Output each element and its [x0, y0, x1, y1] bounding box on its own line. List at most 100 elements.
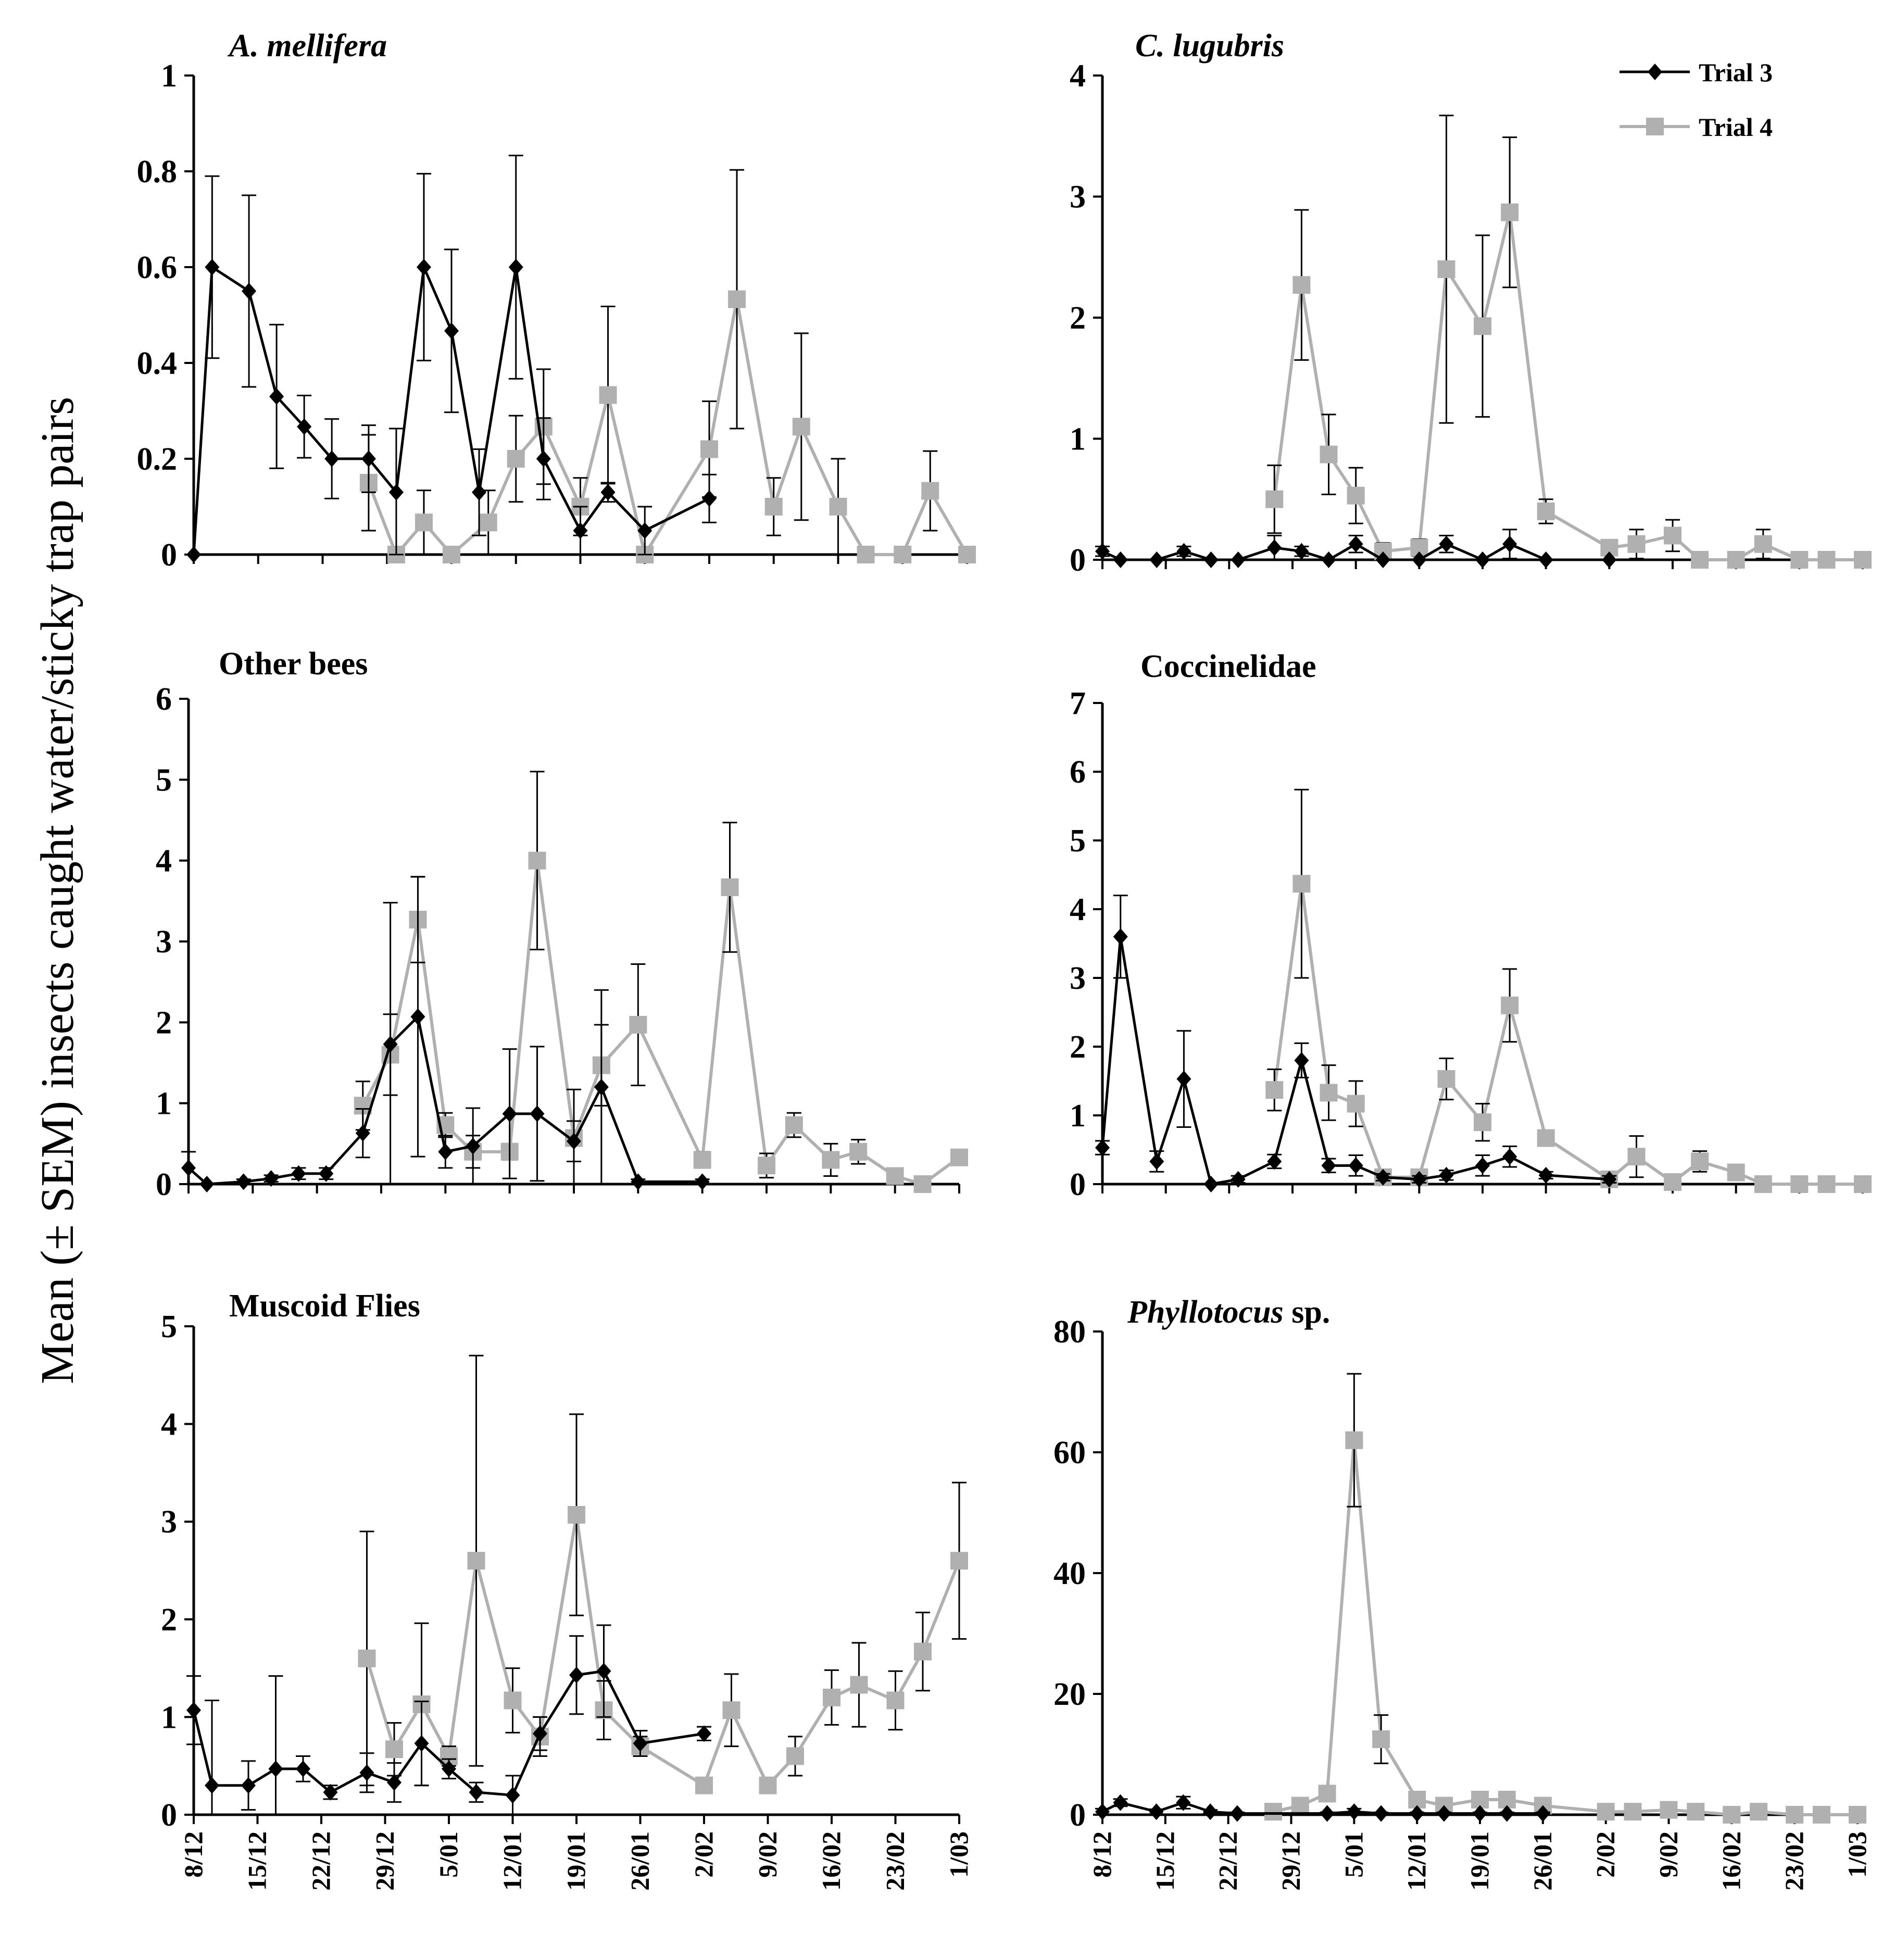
x-tick-label: 9/02	[753, 1831, 782, 1878]
x-tick-label: 29/12	[1276, 1831, 1306, 1891]
y-tick-label: 2	[1070, 300, 1086, 336]
data-point-square	[1817, 551, 1836, 569]
data-point-diamond	[469, 1783, 484, 1801]
data-point-square	[829, 498, 847, 516]
data-point-diamond	[533, 1725, 547, 1742]
series-line	[1273, 1440, 1858, 1817]
data-point-diamond	[1538, 551, 1553, 568]
data-point-diamond	[530, 1105, 545, 1122]
data-point-diamond	[383, 1036, 398, 1053]
data-point-square	[857, 546, 875, 563]
y-tick-label: 0	[161, 1798, 177, 1833]
data-point-diamond	[1321, 551, 1336, 568]
data-point-diamond	[1502, 1148, 1517, 1165]
data-point-square	[958, 546, 976, 563]
data-point-square	[1347, 486, 1365, 505]
data-point-diamond	[1410, 1805, 1425, 1822]
panel-5: 0 1 2 3 4 5 8/12 15/12 22/12 29/12 5/01 12/01 19/01 2…	[161, 1288, 973, 1891]
data-point-square	[1664, 526, 1681, 545]
data-point-square	[1790, 551, 1809, 569]
data-point-diamond	[1176, 1794, 1191, 1811]
data-point-square	[1265, 1081, 1284, 1099]
y-tick-label: 0.2	[137, 442, 178, 477]
data-point-diamond	[1475, 1157, 1490, 1174]
data-point-square	[1537, 502, 1555, 520]
data-point-diamond	[1294, 543, 1309, 560]
data-point-diamond	[1229, 1805, 1245, 1822]
data-point-square	[1318, 1785, 1336, 1803]
y-tick-label: 7	[1070, 686, 1086, 721]
legend-entry: Trial 3	[1620, 58, 1773, 87]
data-point-square	[1849, 1806, 1866, 1824]
data-point-diamond	[199, 1176, 215, 1192]
data-point-square	[1627, 1148, 1646, 1166]
y-tick-label: 2	[161, 1602, 177, 1638]
data-point-diamond	[1149, 1153, 1164, 1170]
data-point-square	[385, 1740, 403, 1758]
data-point-diamond	[573, 522, 588, 539]
x-tick-label: 15/12	[243, 1831, 272, 1891]
y-tick-label: 20	[1053, 1677, 1086, 1712]
y-tick-label: 80	[1053, 1314, 1086, 1350]
data-point-square	[1292, 875, 1311, 893]
y-tick-label: 0.6	[137, 250, 178, 285]
data-point-square	[1723, 1806, 1741, 1824]
data-point-diamond	[1176, 1071, 1191, 1088]
data-point-diamond	[637, 522, 652, 539]
data-point-diamond	[1499, 1805, 1514, 1822]
x-tick-label: 12/01	[1402, 1831, 1431, 1891]
data-point-diamond	[1113, 1794, 1128, 1811]
data-point-diamond	[1176, 543, 1191, 560]
data-point-square	[792, 418, 810, 436]
y-tick-label: 2	[1070, 1029, 1086, 1065]
data-point-diamond	[1347, 1803, 1362, 1820]
x-tick-label: 26/01	[625, 1831, 655, 1891]
panel-title-part: Phyllotocus	[1127, 1295, 1284, 1330]
data-point-square	[695, 1776, 713, 1794]
series-line	[1273, 212, 1863, 561]
panel-1: 0 0.2 0.4 0.6 0.8 1 A. mellifera	[137, 28, 976, 573]
y-tick-label: 5	[1070, 823, 1086, 859]
y-tick-label: 4	[1070, 892, 1086, 927]
y-tick-label: 0	[1070, 1798, 1086, 1833]
data-point-square	[759, 1776, 777, 1794]
data-point-diamond	[1439, 535, 1454, 552]
data-point-diamond	[1473, 1805, 1487, 1822]
data-point-diamond	[1320, 1805, 1335, 1822]
y-tick-label: 3	[156, 924, 172, 960]
data-point-diamond	[324, 450, 340, 467]
data-point-diamond	[1412, 551, 1427, 568]
data-point-diamond	[388, 484, 404, 501]
data-point-square	[1347, 1095, 1365, 1113]
data-point-diamond	[205, 259, 220, 275]
data-point-square	[1750, 1803, 1768, 1821]
series-trial-4	[358, 1354, 968, 1794]
series-trial-4	[1265, 788, 1872, 1193]
panel-title-part: sp.	[1284, 1295, 1331, 1330]
series-trial-3	[181, 876, 710, 1192]
x-tick-label: 1/03	[1842, 1831, 1872, 1878]
series-trial-4	[354, 771, 968, 1193]
data-point-diamond	[1203, 551, 1219, 568]
data-point-square	[921, 482, 939, 500]
data-point-square	[950, 1148, 968, 1166]
data-point-diamond	[1538, 1166, 1553, 1184]
x-tick-label: 2/02	[689, 1831, 718, 1878]
data-point-diamond	[319, 1165, 334, 1182]
x-tick-label: 8/12	[179, 1831, 208, 1878]
y-tick-label: 1	[156, 1086, 172, 1122]
data-point-square	[1437, 260, 1455, 278]
y-tick-label: 60	[1053, 1435, 1086, 1471]
data-point-diamond	[1475, 551, 1490, 568]
data-point-square	[1372, 1730, 1390, 1748]
data-point-square	[1786, 1806, 1804, 1824]
legend-marker-diamond	[1648, 64, 1662, 80]
data-point-diamond	[1374, 1805, 1389, 1822]
panel-title-part: Other bees	[219, 646, 368, 682]
y-tick-label: 1	[161, 58, 177, 94]
data-point-diamond	[181, 1159, 196, 1176]
data-point-square	[1691, 1152, 1709, 1171]
data-point-diamond	[416, 259, 431, 275]
data-point-diamond	[695, 1173, 710, 1190]
data-point-diamond	[205, 1777, 219, 1794]
